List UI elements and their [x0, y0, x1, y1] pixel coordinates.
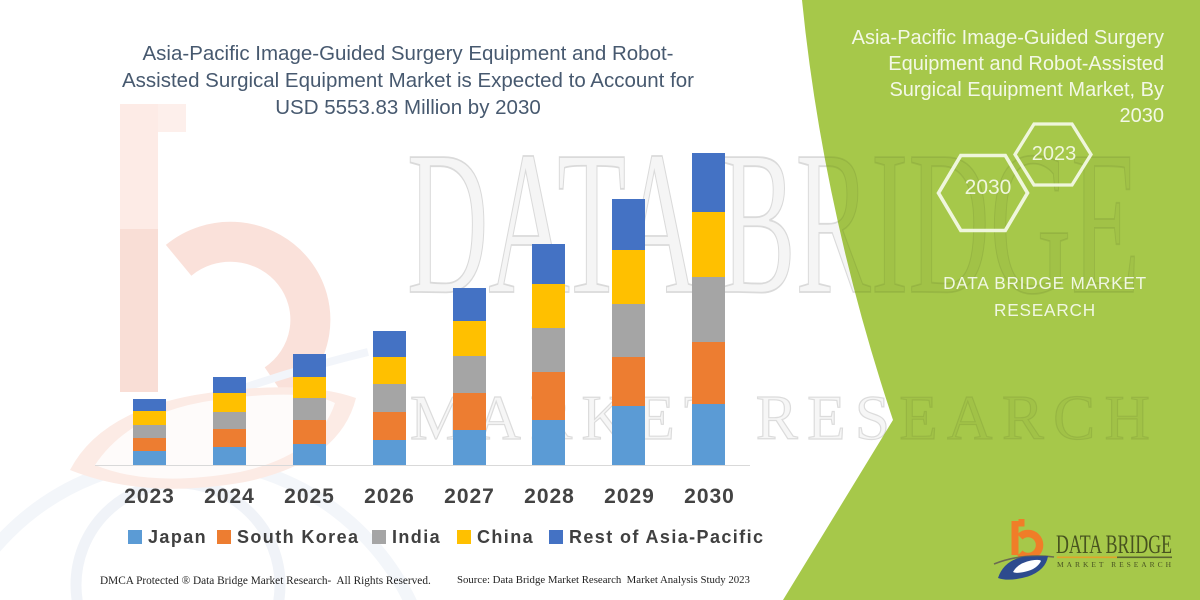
svg-text:DATA BRIDGE: DATA BRIDGE [1056, 530, 1172, 559]
svg-text:MARKET RESEARCH: MARKET RESEARCH [1057, 560, 1172, 569]
svg-text:MARKET RESEARCH: MARKET RESEARCH [410, 383, 1150, 453]
